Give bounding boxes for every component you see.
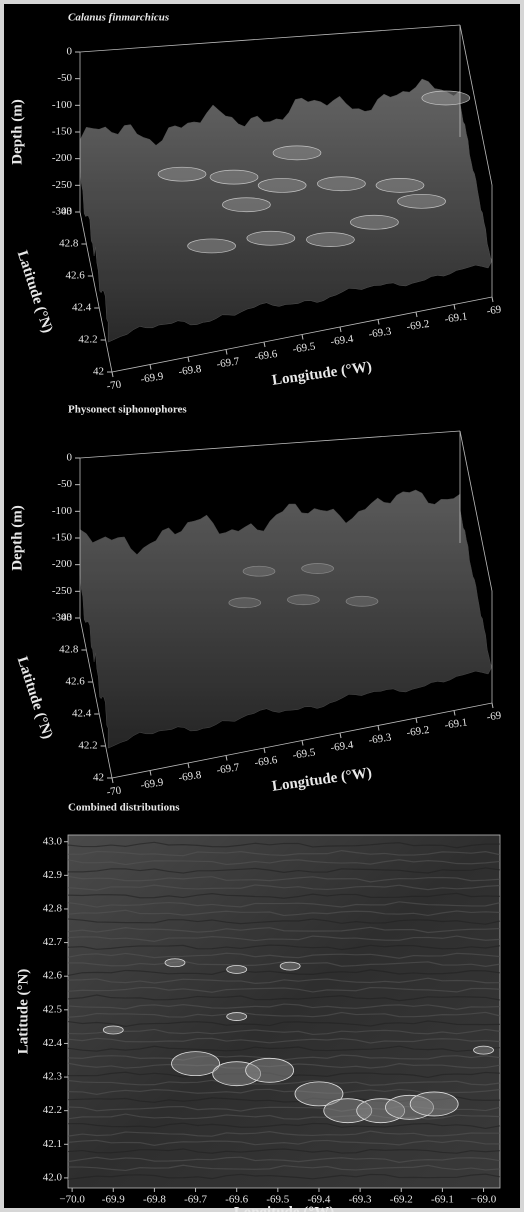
y-tick-label: 42.8 (59, 644, 79, 656)
page: Calanus finmarchicus -70 -69.9 -69.8 -69.7 -6… (0, 0, 524, 1212)
x-tick-label: -69.8 (143, 1194, 166, 1206)
x-tick-label: -70 (106, 379, 123, 393)
distribution-patch (229, 598, 261, 608)
z-tick-label: 0 (67, 46, 73, 58)
distribution-patch (410, 1092, 458, 1116)
distribution-patch (350, 215, 398, 229)
distribution-patch (306, 233, 354, 247)
y-tick-label: 42.6 (43, 970, 63, 982)
panel-title: Physonect siphonophores (68, 404, 187, 416)
y-tick-label: 42.9 (43, 869, 63, 881)
distribution-patch (172, 1052, 220, 1076)
z-tick-label: -300 (52, 206, 73, 218)
x-tick-label: -69.3 (349, 1194, 372, 1206)
distribution-patch (302, 564, 334, 574)
distribution-patch (258, 178, 306, 192)
distribution-patch (222, 198, 270, 212)
distribution-patch (398, 194, 446, 208)
z-tick-label: -250 (52, 179, 73, 191)
y-tick-label: 42.8 (43, 902, 63, 914)
x-tick-label: -69.1 (431, 1194, 454, 1206)
z-tick-label: -200 (52, 558, 73, 570)
y-tick-label: 42.0 (43, 1171, 63, 1183)
y-tick-label: 42.4 (43, 1037, 63, 1049)
distribution-patch (317, 177, 365, 191)
y-tick-label: 42.4 (72, 708, 92, 720)
x-tick-label: -69.7 (184, 1194, 207, 1206)
x-tick-label: -70 (106, 785, 123, 799)
distribution-patch (103, 1026, 123, 1034)
z-tick-label: -50 (57, 72, 72, 84)
y-tick-label: 42.5 (43, 1003, 63, 1015)
z-tick-label: -300 (52, 612, 73, 624)
panel-title: Calanus finmarchicus (68, 12, 169, 24)
y-tick-label: 42.6 (66, 270, 86, 282)
y-tick-label: 42.1 (43, 1138, 62, 1150)
y-tick-label: 42 (93, 772, 104, 784)
distribution-patch (158, 167, 206, 181)
distribution-patch (165, 959, 185, 967)
panel-title: Combined distributions (68, 802, 180, 814)
distribution-patch (227, 965, 247, 973)
y-tick-label: 42.2 (78, 334, 97, 346)
y-axis-title: Latitude (°N) (15, 969, 31, 1055)
distribution-patch (243, 566, 275, 576)
z-tick-label: -200 (52, 152, 73, 164)
distribution-patch (246, 1058, 294, 1082)
x-tick-label: -69 (486, 710, 503, 724)
figure: Calanus finmarchicus -70 -69.9 -69.8 -69.7 -6… (0, 0, 524, 1212)
z-axis-title: Depth (m) (9, 505, 25, 570)
y-tick-label: 42.3 (43, 1071, 63, 1083)
distribution-patch (273, 146, 321, 160)
z-tick-label: 0 (67, 452, 73, 464)
distribution-patch (422, 91, 470, 105)
distribution-patch (188, 239, 236, 253)
x-axis-title: Longitude (°W) (234, 1204, 335, 1212)
z-tick-label: -150 (52, 532, 73, 544)
distribution-patch (210, 170, 258, 184)
y-tick-label: 42.4 (72, 302, 92, 314)
y-tick-label: 42.2 (78, 740, 97, 752)
z-tick-label: -100 (52, 505, 73, 517)
x-tick-label: −70.0 (59, 1194, 85, 1206)
distribution-patch (376, 178, 424, 192)
z-tick-label: -50 (57, 478, 72, 490)
y-tick-label: 42.8 (59, 238, 79, 250)
distribution-patch (287, 595, 319, 605)
y-tick-label: 43.0 (43, 835, 63, 847)
z-axis-title: Depth (m) (9, 99, 25, 164)
y-tick-label: 42.6 (66, 676, 86, 688)
y-tick-label: 42 (93, 366, 104, 378)
x-tick-label: -69 (486, 304, 503, 318)
z-tick-label: -250 (52, 585, 73, 597)
x-tick-label: -69.9 (102, 1194, 125, 1206)
z-tick-label: -100 (52, 99, 73, 111)
distribution-patch (280, 962, 300, 970)
x-tick-label: -69.2 (390, 1194, 413, 1206)
distribution-patch (247, 231, 295, 245)
x-tick-label: −69.0 (471, 1194, 497, 1206)
distribution-patch (474, 1046, 494, 1054)
z-tick-label: -150 (52, 126, 73, 138)
y-tick-label: 42.2 (43, 1104, 62, 1116)
distribution-patch (227, 1013, 247, 1021)
distribution-patch (346, 596, 378, 606)
y-tick-label: 42.7 (43, 936, 63, 948)
